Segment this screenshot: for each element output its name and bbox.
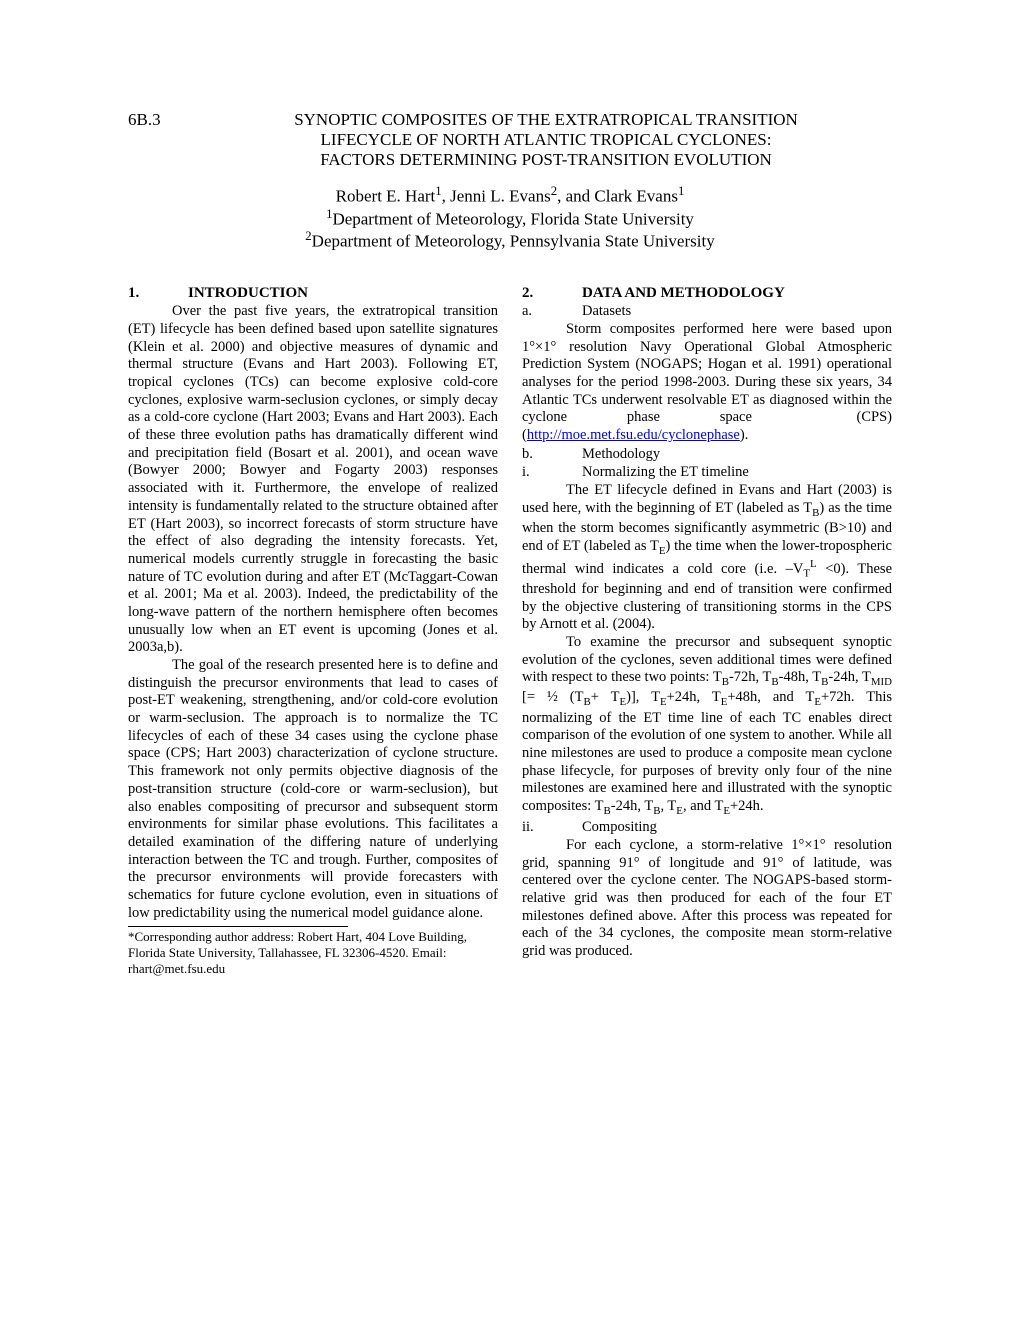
two-column-body: 1. INTRODUCTION Over the past five years… — [128, 284, 892, 976]
section-2-number: 2. — [522, 284, 582, 302]
subsection-2b-title: Methodology — [582, 446, 660, 464]
title-line-3: FACTORS DETERMINING POST-TRANSITION EVOL… — [320, 150, 772, 169]
subsection-2a-para-1: Storm composites performed here were bas… — [522, 321, 892, 445]
subsection-2bii-para-1: For each cyclone, a storm-relative 1°×1°… — [522, 837, 892, 961]
corresponding-author-footnote: *Corresponding author address: Robert Ha… — [128, 929, 498, 976]
paper-code: 6B.3 — [128, 110, 200, 130]
paper-title: SYNOPTIC COMPOSITES OF THE EXTRATROPICAL… — [200, 110, 892, 170]
section-1-number: 1. — [128, 284, 188, 302]
subsection-2bii-header: ii. Compositing — [522, 819, 892, 837]
section-1-title: INTRODUCTION — [188, 284, 308, 302]
section-1-header: 1. INTRODUCTION — [128, 284, 498, 302]
page-root: 6B.3 SYNOPTIC COMPOSITES OF THE EXTRATRO… — [0, 0, 1020, 1036]
affiliation-1: 1Department of Meteorology, Florida Stat… — [128, 207, 892, 230]
subsection-2bi-title: Normalizing the ET timeline — [582, 464, 749, 482]
title-line-2: LIFECYCLE OF NORTH ATLANTIC TROPICAL CYC… — [321, 130, 772, 149]
subsection-2bi-header: i. Normalizing the ET timeline — [522, 464, 892, 482]
subsection-2b-label: b. — [522, 446, 582, 464]
subsection-2a-header: a. Datasets — [522, 303, 892, 321]
footnote-rule — [128, 926, 348, 927]
title-block: 6B.3 SYNOPTIC COMPOSITES OF THE EXTRATRO… — [128, 110, 892, 170]
cyclonephase-link[interactable]: http://moe.met.fsu.edu/cyclonephase — [527, 427, 740, 443]
authors-block: Robert E. Hart1, Jenni L. Evans2, and Cl… — [128, 184, 892, 252]
authors-line: Robert E. Hart1, Jenni L. Evans2, and Cl… — [128, 184, 892, 207]
affiliation-2: 2Department of Meteorology, Pennsylvania… — [128, 229, 892, 252]
paper-header: 6B.3 SYNOPTIC COMPOSITES OF THE EXTRATRO… — [128, 110, 892, 252]
section-1-para-1: Over the past five years, the extratropi… — [128, 303, 498, 657]
subsection-2bii-title: Compositing — [582, 819, 657, 837]
subsection-2a-label: a. — [522, 303, 582, 321]
title-line-1: SYNOPTIC COMPOSITES OF THE EXTRATROPICAL… — [294, 110, 798, 129]
subsection-2b-header: b. Methodology — [522, 446, 892, 464]
subsection-2a-title: Datasets — [582, 303, 631, 321]
left-column: 1. INTRODUCTION Over the past five years… — [128, 284, 498, 976]
section-2-title: DATA AND METHODOLOGY — [582, 284, 785, 302]
section-1-para-2: The goal of the research presented here … — [128, 657, 498, 922]
section-2-header: 2. DATA AND METHODOLOGY — [522, 284, 892, 302]
subsection-2bi-label: i. — [522, 464, 582, 482]
subsection-2bii-label: ii. — [522, 819, 582, 837]
subsection-2bi-para-2: To examine the precursor and subsequent … — [522, 634, 892, 818]
subsection-2bi-para-1: The ET lifecycle defined in Evans and Ha… — [522, 482, 892, 634]
right-column: 2. DATA AND METHODOLOGY a. Datasets Stor… — [522, 284, 892, 976]
